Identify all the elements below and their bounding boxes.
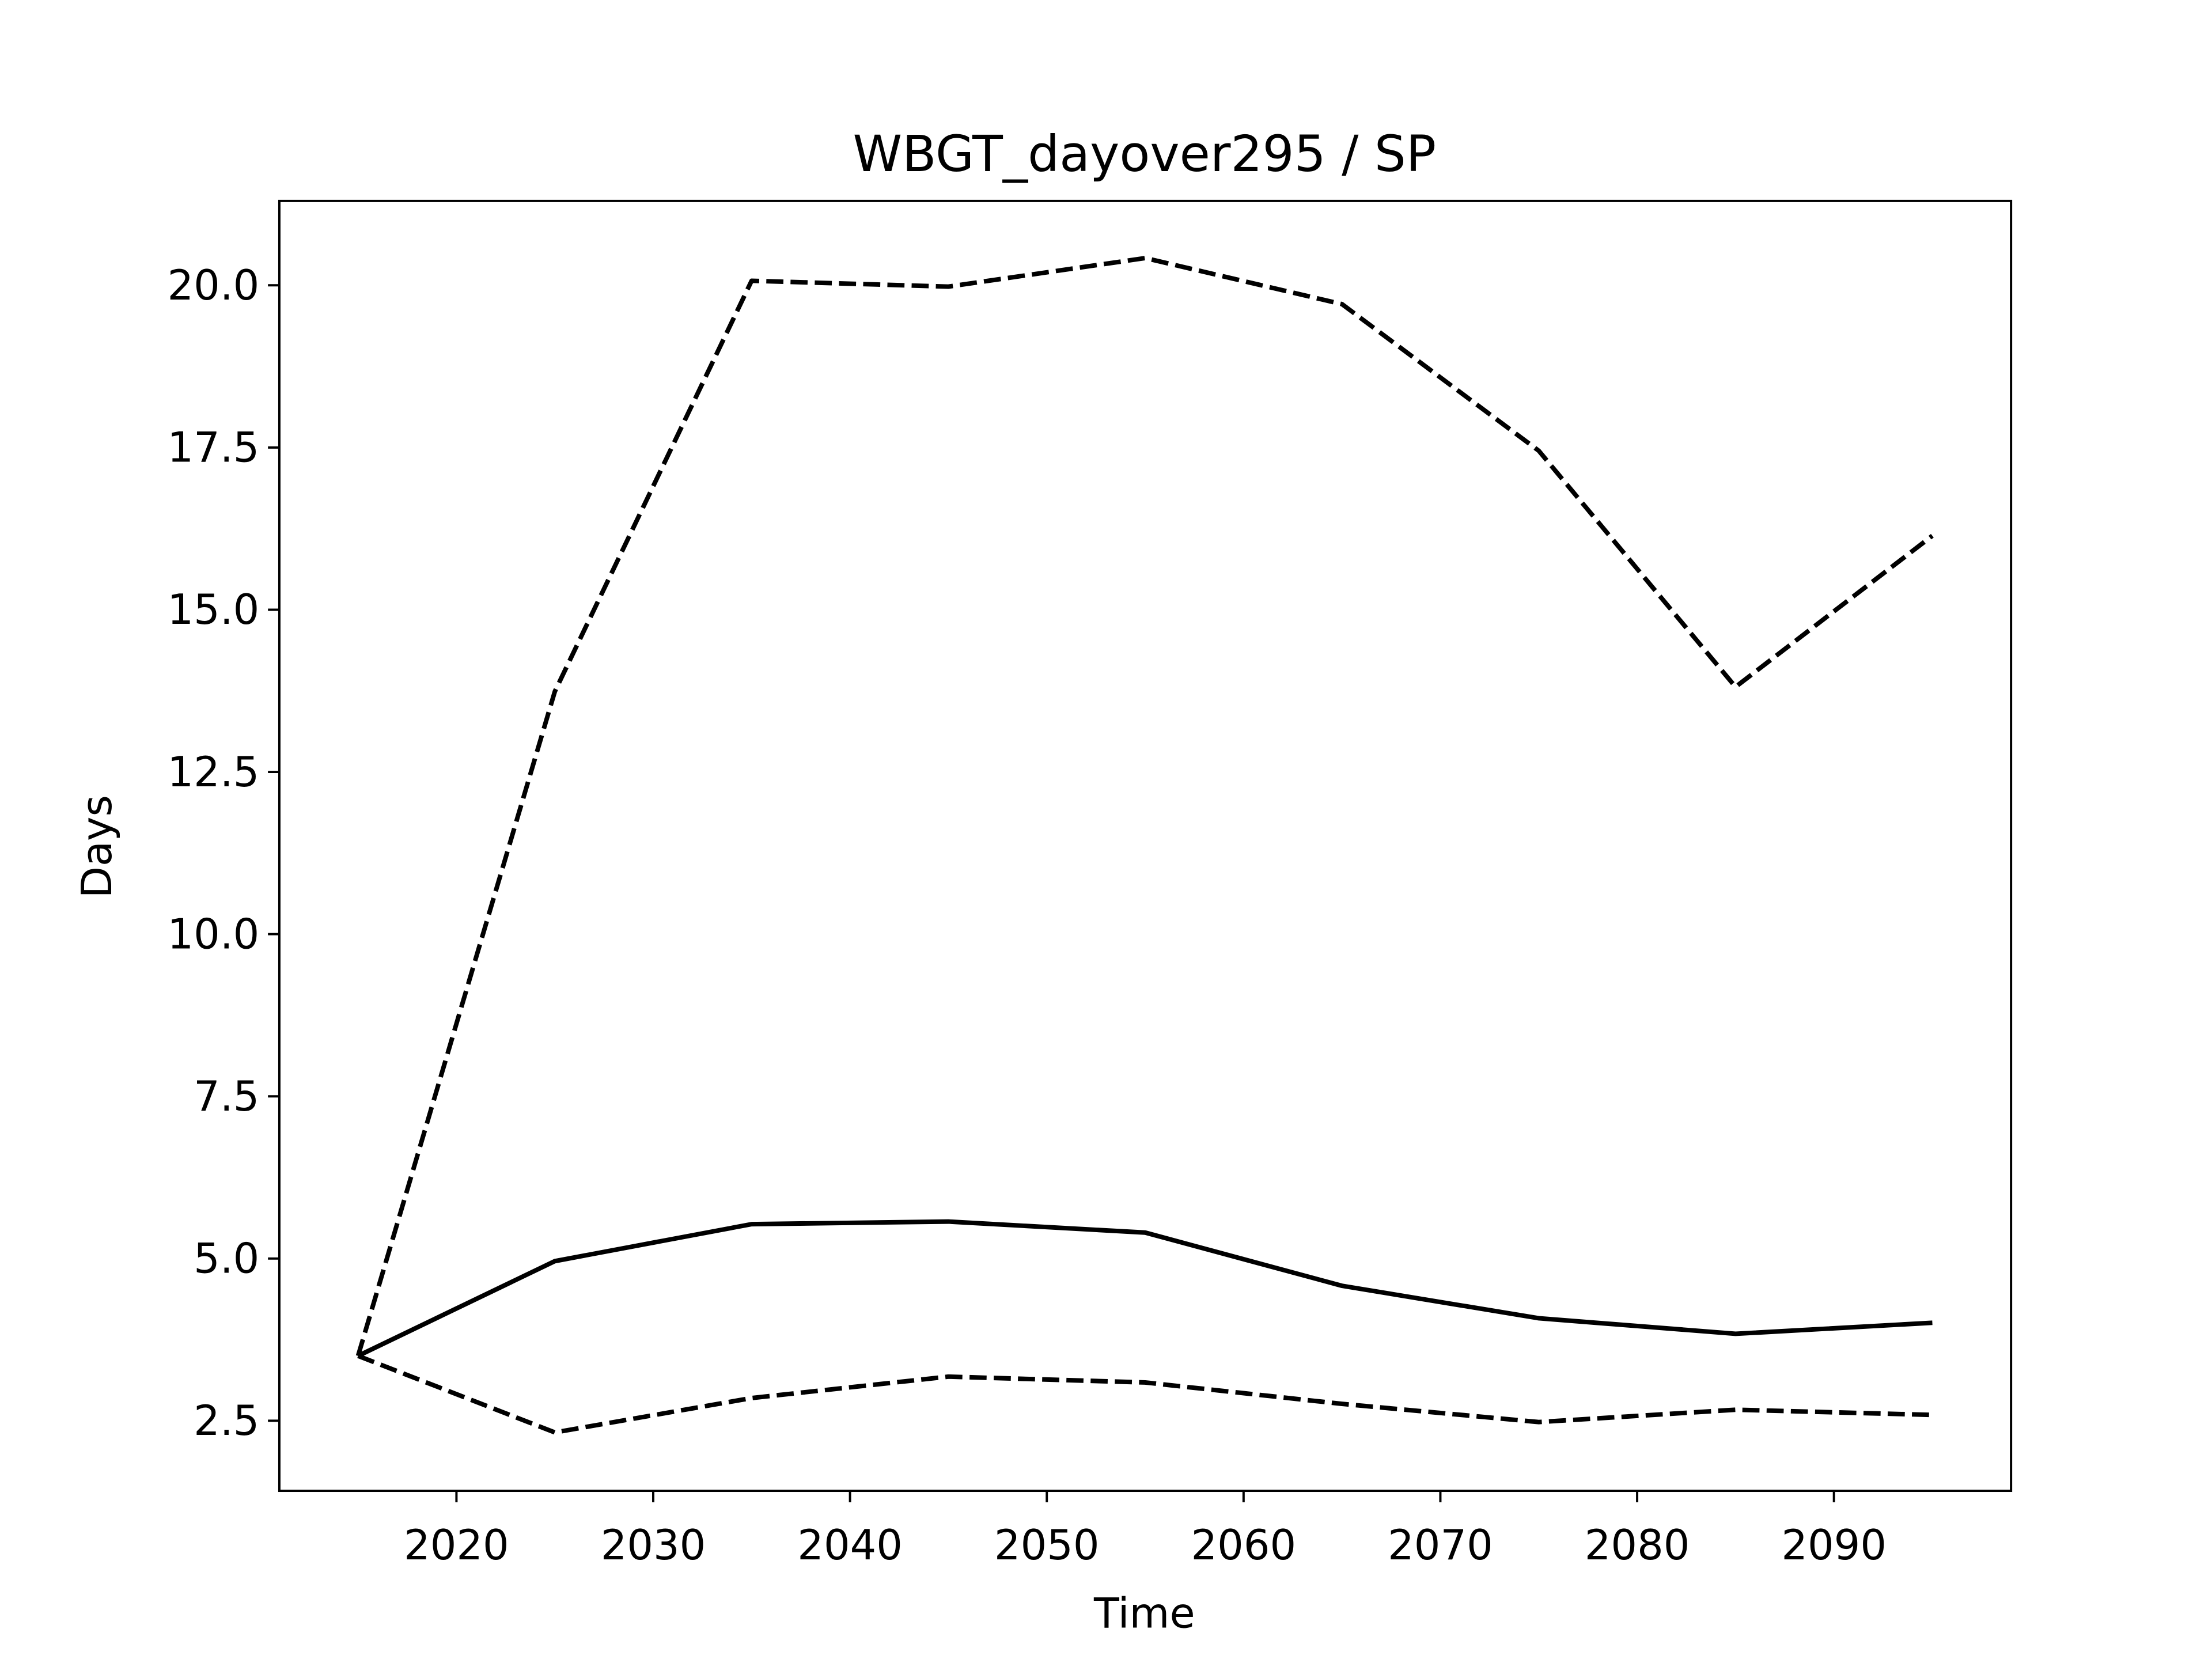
y-tick-label: 17.5 [168,423,260,472]
chart-title: WBGT_dayover295 / SP [853,126,1436,183]
y-tick-label: 2.5 [194,1396,259,1445]
x-tick-label: 2030 [601,1521,706,1569]
y-tick-label: 20.0 [168,261,260,309]
line-series [357,1219,1933,1358]
y-tick-label: 5.0 [194,1234,259,1283]
line-series [355,256,1934,1357]
x-axis-label: Time [1093,1589,1195,1638]
plot-frame [278,199,2013,1493]
x-tick-label: 2020 [404,1521,509,1569]
x-tick-label: 2060 [1191,1521,1297,1569]
y-tick-label: 12.5 [168,748,260,796]
y-tick-label: 10.0 [168,910,260,958]
x-tick-label: 2090 [1781,1521,1887,1569]
y-axis-label: Days [73,795,121,898]
y-tick-label: 15.0 [168,585,260,634]
x-tick-label: 2070 [1388,1521,1493,1569]
y-tick-label: 7.5 [194,1072,259,1120]
line-series [357,1354,1933,1435]
x-tick-label: 2080 [1585,1521,1690,1569]
x-tick-label: 2040 [797,1521,903,1569]
x-tick-label: 2050 [994,1521,1100,1569]
